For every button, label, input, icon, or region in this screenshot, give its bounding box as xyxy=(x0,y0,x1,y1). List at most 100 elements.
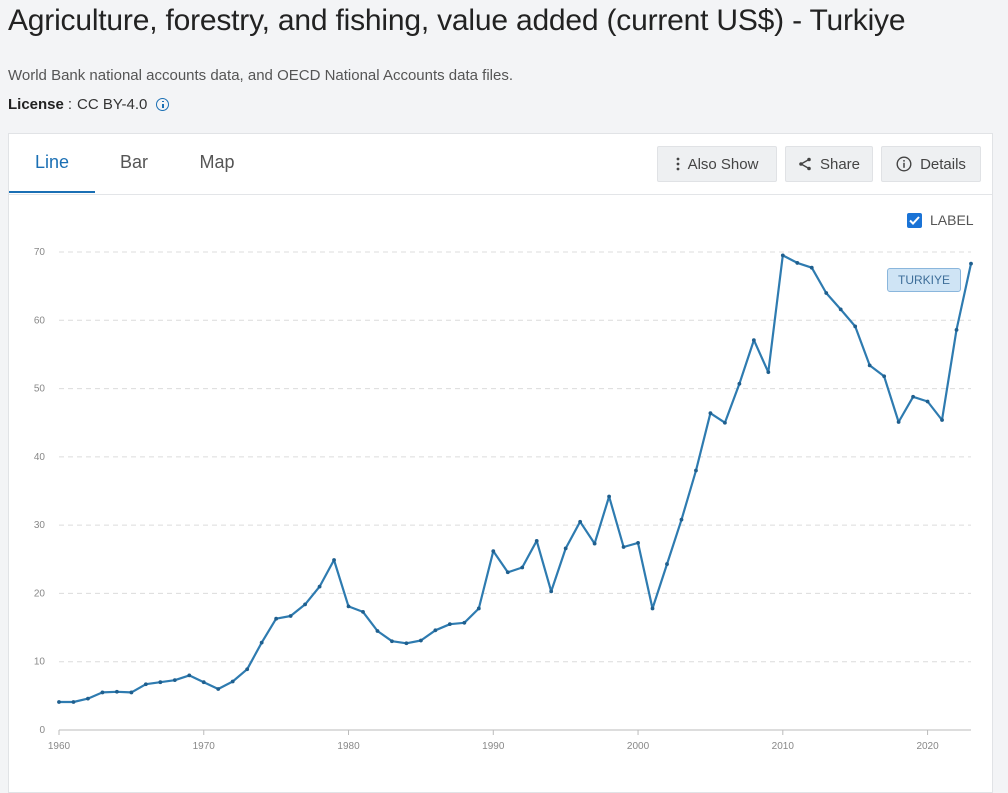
data-point xyxy=(969,261,973,266)
data-point xyxy=(534,538,539,543)
data-point xyxy=(607,494,611,499)
license-line: License : CC BY-4.0 xyxy=(8,96,170,113)
data-point xyxy=(809,265,814,270)
data-point xyxy=(404,641,409,646)
y-tick-label: 10 xyxy=(34,657,46,668)
data-point xyxy=(361,609,365,614)
data-point xyxy=(621,545,626,549)
x-tick-label: 2020 xyxy=(916,741,939,752)
data-point xyxy=(549,589,554,594)
share-button[interactable]: Share xyxy=(785,146,873,182)
y-tick-label: 50 xyxy=(34,384,46,395)
x-tick-label: 1970 xyxy=(193,741,216,752)
y-tick-label: 70 xyxy=(34,247,46,258)
data-point xyxy=(143,682,148,687)
data-point xyxy=(346,604,351,609)
data-point xyxy=(491,549,496,553)
data-point xyxy=(824,291,829,295)
data-point xyxy=(172,678,177,683)
data-point xyxy=(679,517,684,522)
info-icon[interactable] xyxy=(156,98,170,111)
license-label: License xyxy=(8,96,64,113)
data-point xyxy=(303,602,307,607)
data-point xyxy=(462,620,467,625)
x-tick-label: 1960 xyxy=(48,741,71,752)
chart-card: Line Bar Map Also Show Share xyxy=(8,133,993,793)
data-point xyxy=(708,411,713,416)
share-icon xyxy=(799,157,811,171)
data-point xyxy=(911,394,915,399)
data-point xyxy=(245,667,250,672)
data-point xyxy=(838,307,843,312)
data-point xyxy=(115,689,119,694)
data-point xyxy=(259,640,264,645)
x-tick-label: 1980 xyxy=(337,741,360,752)
data-point xyxy=(129,690,134,695)
data-point xyxy=(867,363,872,368)
data-point xyxy=(780,253,785,258)
checkmark-icon xyxy=(909,215,920,225)
x-tick-label: 2000 xyxy=(627,741,650,752)
data-point xyxy=(100,690,105,695)
series-label-tag: TURKIYE xyxy=(887,268,961,292)
data-point xyxy=(375,629,380,633)
tab-map[interactable]: Map xyxy=(199,152,235,172)
data-point xyxy=(57,700,61,704)
label-toggle-text: LABEL xyxy=(930,212,974,228)
data-point xyxy=(216,687,221,691)
view-tabs: Line Bar Map Also Show Share xyxy=(9,134,992,195)
more-vertical-icon xyxy=(676,157,679,171)
data-point xyxy=(288,614,293,618)
data-point xyxy=(592,541,597,546)
data-point xyxy=(563,546,568,551)
share-label: Share xyxy=(819,155,861,173)
data-point xyxy=(723,420,727,425)
data-point xyxy=(390,639,394,644)
data-point xyxy=(650,606,655,611)
page-title: Agriculture, forestry, and fishing, valu… xyxy=(8,4,906,37)
also-show-label: Also Show xyxy=(687,155,759,173)
y-tick-label: 0 xyxy=(39,725,45,736)
data-point xyxy=(71,700,76,704)
data-point xyxy=(447,622,452,627)
line-chart: 0 10 20 30 40 50 60 70 1960 1970 1980 1990 2000 2010 2… xyxy=(34,247,973,752)
data-point xyxy=(853,324,858,329)
data-point xyxy=(158,680,163,685)
data-point xyxy=(795,261,800,265)
data-point xyxy=(433,628,438,633)
data-point xyxy=(694,468,698,473)
license-separator: : xyxy=(67,96,73,113)
info-circle-icon xyxy=(896,156,912,172)
data-point xyxy=(201,680,206,685)
data-point xyxy=(274,616,279,621)
data-point xyxy=(925,399,930,404)
license-value: CC BY-4.0 xyxy=(77,96,148,113)
data-point xyxy=(419,638,423,643)
data-point xyxy=(187,673,192,678)
y-tick-label: 60 xyxy=(34,315,46,326)
label-toggle[interactable]: LABEL xyxy=(907,212,974,228)
y-tick-label: 20 xyxy=(34,588,46,599)
data-point xyxy=(578,519,583,524)
data-point xyxy=(86,696,90,701)
data-point xyxy=(317,584,322,589)
series-line xyxy=(59,254,973,704)
data-point xyxy=(766,370,771,375)
details-label: Details xyxy=(920,155,966,173)
label-checkbox[interactable] xyxy=(907,212,922,228)
also-show-button[interactable]: Also Show xyxy=(657,146,777,182)
data-point xyxy=(230,679,235,684)
data-point xyxy=(636,540,640,545)
data-point xyxy=(751,338,756,342)
tab-bar[interactable]: Bar xyxy=(119,152,148,172)
data-point xyxy=(332,558,336,562)
data-point xyxy=(476,606,481,611)
details-button[interactable]: Details xyxy=(881,146,981,182)
data-point xyxy=(954,327,959,332)
data-point xyxy=(940,418,944,422)
data-point xyxy=(520,565,525,570)
tab-line[interactable]: Line xyxy=(9,134,95,193)
data-point xyxy=(505,570,510,575)
source-note: World Bank national accounts data, and O… xyxy=(8,67,514,84)
x-tick-label: 1990 xyxy=(482,741,505,752)
